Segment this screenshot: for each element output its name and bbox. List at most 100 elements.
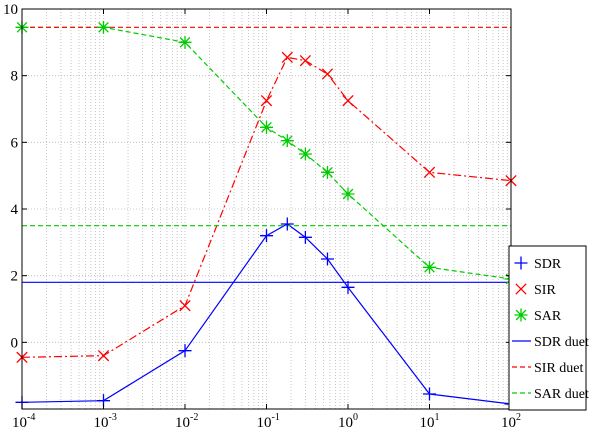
data-point-sdr xyxy=(341,280,355,294)
data-point-sar xyxy=(298,147,312,161)
data-point-sir xyxy=(423,166,436,178)
x-tick-label: 10-3 xyxy=(94,412,117,431)
y-tick-label: 6 xyxy=(11,135,19,151)
series-line-sdr xyxy=(21,223,512,405)
x-tick-label-exponent: 0 xyxy=(353,412,358,423)
x-tick-label-base: 10 xyxy=(338,415,353,431)
marker-star xyxy=(298,147,312,161)
legend-label: SDR xyxy=(534,257,562,272)
marker-star xyxy=(423,260,436,274)
x-tick-label-base: 10 xyxy=(501,415,516,431)
marker-plus xyxy=(280,217,294,231)
x-tick-label-base: 10 xyxy=(12,415,27,431)
marker-x xyxy=(179,300,191,312)
y-tick-label: 8 xyxy=(11,69,19,85)
data-point-sdr xyxy=(280,217,294,231)
marker-x xyxy=(299,55,312,67)
x-tick-label-exponent: 1 xyxy=(435,412,440,423)
marker-x xyxy=(281,51,293,63)
series-lines xyxy=(21,26,512,405)
x-tick-label: 102 xyxy=(501,412,521,431)
axis-ticks xyxy=(21,8,512,409)
data-point-sdr xyxy=(260,229,273,243)
marker-star xyxy=(97,20,110,34)
x-tick-label-exponent: -4 xyxy=(27,412,35,423)
x-tick-label-base: 10 xyxy=(94,415,109,431)
data-point-sdr xyxy=(178,344,192,358)
marker-plus xyxy=(423,387,436,401)
data-point-sar xyxy=(280,134,294,148)
grid xyxy=(21,8,512,409)
legend-label: SAR xyxy=(534,309,562,324)
marker-plus xyxy=(514,256,528,270)
legend-item-sar: SAR xyxy=(514,308,562,324)
marker-x xyxy=(260,95,273,107)
data-point-sdr xyxy=(423,387,436,401)
legend-item-sir: SIR xyxy=(515,283,556,298)
marker-plus xyxy=(320,252,334,266)
legend-item-sir-duet: SIR duet xyxy=(512,361,584,376)
x-tick-label-exponent: -1 xyxy=(272,412,280,423)
marker-star xyxy=(280,134,294,148)
marker-plus xyxy=(298,230,312,244)
data-point-sir xyxy=(321,68,334,80)
data-point-sir xyxy=(281,51,293,63)
marker-star xyxy=(260,120,273,134)
data-point-sir xyxy=(179,300,191,312)
data-point-sar xyxy=(320,165,334,179)
x-tick-label: 10-1 xyxy=(257,412,280,431)
y-tick-label: 2 xyxy=(11,269,19,285)
marker-star xyxy=(320,165,334,179)
series-line-sir xyxy=(21,56,512,358)
marker-plus xyxy=(178,344,192,358)
x-tick-label-base: 10 xyxy=(420,415,435,431)
data-point-sir xyxy=(342,95,354,107)
y-tick-label: 10 xyxy=(3,2,18,18)
data-point-sar xyxy=(423,260,436,274)
y-tick-labels: 0 2 4 6 8 10 xyxy=(3,2,19,351)
x-tick-label: 100 xyxy=(338,412,358,431)
x-tick-label-base: 10 xyxy=(175,415,190,431)
series-line-sar xyxy=(22,26,512,280)
marker-star xyxy=(341,187,355,201)
x-tick-label-exponent: 2 xyxy=(516,412,521,423)
legend-box xyxy=(508,245,587,411)
data-point-sdr xyxy=(298,230,312,244)
marker-x xyxy=(515,283,527,295)
marker-plus xyxy=(260,229,273,243)
x-tick-label: 10-4 xyxy=(12,412,35,431)
y-tick-label: 4 xyxy=(11,202,19,218)
legend-label: SDR duet xyxy=(534,335,589,350)
x-tick-labels: 10-4 10-3 10-2 10-1 100 101 102 xyxy=(12,412,521,431)
legend-item-sar-duet: SAR duet xyxy=(512,387,589,402)
x-tick-label-exponent: -2 xyxy=(190,412,198,423)
data-point-sar xyxy=(97,20,110,34)
marker-star xyxy=(514,308,528,322)
legend-label: SAR duet xyxy=(534,387,589,402)
marker-x xyxy=(321,68,334,80)
data-point-sir xyxy=(299,55,312,67)
x-tick-label-base: 10 xyxy=(257,415,272,431)
legend: SDR SIR SAR SDR duet SIR duet SAR duet xyxy=(508,245,589,411)
marker-plus xyxy=(341,280,355,294)
data-point-sar xyxy=(178,35,192,49)
data-point-sir xyxy=(260,95,273,107)
legend-item-sdr-duet: SDR duet xyxy=(512,335,589,350)
marker-x xyxy=(97,350,110,362)
legend-label: SIR duet xyxy=(534,361,584,376)
data-point-sir xyxy=(97,350,110,362)
data-point-sdr xyxy=(320,252,334,266)
y-tick-label: 0 xyxy=(11,335,19,351)
legend-label: SIR xyxy=(534,283,556,298)
data-point-sar xyxy=(260,120,273,134)
data-point-sar xyxy=(341,187,355,201)
marker-x xyxy=(423,166,436,178)
marker-x xyxy=(342,95,354,107)
x-tick-label: 10-2 xyxy=(175,412,198,431)
legend-item-sdr: SDR xyxy=(514,256,562,272)
x-tick-label: 101 xyxy=(420,412,440,431)
x-tick-label-exponent: -3 xyxy=(109,412,117,423)
marker-star xyxy=(178,35,192,49)
